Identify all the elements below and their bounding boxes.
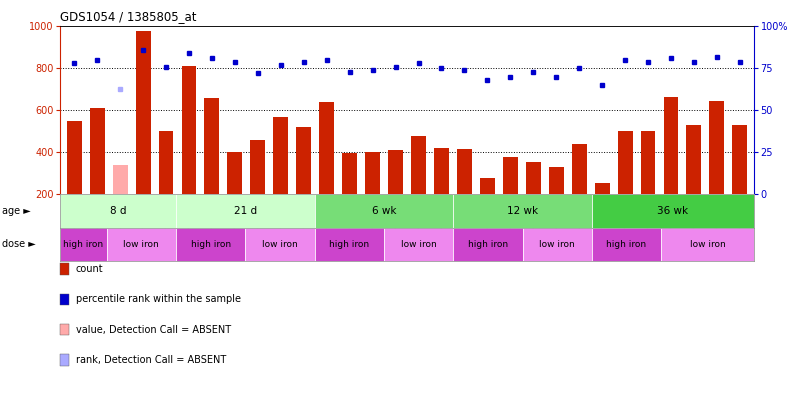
- Text: high iron: high iron: [190, 240, 231, 249]
- Bar: [297, 127, 311, 194]
- Text: high iron: high iron: [467, 240, 508, 249]
- Text: 6 wk: 6 wk: [372, 206, 397, 216]
- Bar: [663, 97, 679, 194]
- Bar: [733, 125, 747, 194]
- Text: low iron: low iron: [401, 240, 437, 249]
- Bar: [319, 102, 334, 194]
- Bar: [227, 152, 243, 194]
- Bar: [687, 125, 701, 194]
- Bar: [549, 167, 563, 194]
- Bar: [273, 117, 289, 194]
- Text: percentile rank within the sample: percentile rank within the sample: [76, 294, 241, 304]
- Bar: [113, 165, 127, 194]
- Text: high iron: high iron: [606, 240, 646, 249]
- Bar: [480, 177, 495, 194]
- Bar: [181, 66, 197, 194]
- Text: low iron: low iron: [539, 240, 575, 249]
- Text: rank, Detection Call = ABSENT: rank, Detection Call = ABSENT: [76, 355, 226, 365]
- Text: value, Detection Call = ABSENT: value, Detection Call = ABSENT: [76, 325, 231, 335]
- Bar: [571, 144, 587, 194]
- Bar: [388, 150, 403, 194]
- Text: low iron: low iron: [262, 240, 298, 249]
- Bar: [503, 157, 517, 194]
- Text: 21 d: 21 d: [234, 206, 257, 216]
- Bar: [617, 131, 633, 194]
- Bar: [709, 101, 725, 194]
- Bar: [365, 152, 380, 194]
- Text: 36 wk: 36 wk: [657, 206, 688, 216]
- Text: 8 d: 8 d: [110, 206, 127, 216]
- Text: low iron: low iron: [123, 240, 160, 249]
- Text: low iron: low iron: [689, 240, 725, 249]
- Bar: [67, 121, 81, 194]
- Bar: [135, 30, 151, 194]
- Text: age ►: age ►: [2, 206, 31, 216]
- Bar: [159, 131, 173, 194]
- Bar: [205, 98, 219, 194]
- Bar: [457, 149, 472, 194]
- Bar: [411, 136, 426, 194]
- Bar: [251, 140, 265, 194]
- Text: high iron: high iron: [64, 240, 104, 249]
- Text: GDS1054 / 1385805_at: GDS1054 / 1385805_at: [60, 10, 197, 23]
- Bar: [641, 131, 655, 194]
- Text: dose ►: dose ►: [2, 239, 35, 249]
- Text: 12 wk: 12 wk: [507, 206, 538, 216]
- Bar: [595, 183, 609, 194]
- Bar: [89, 108, 105, 194]
- Bar: [343, 153, 357, 194]
- Bar: [434, 148, 449, 194]
- Text: high iron: high iron: [329, 240, 369, 249]
- Text: count: count: [76, 264, 103, 274]
- Bar: [526, 162, 541, 194]
